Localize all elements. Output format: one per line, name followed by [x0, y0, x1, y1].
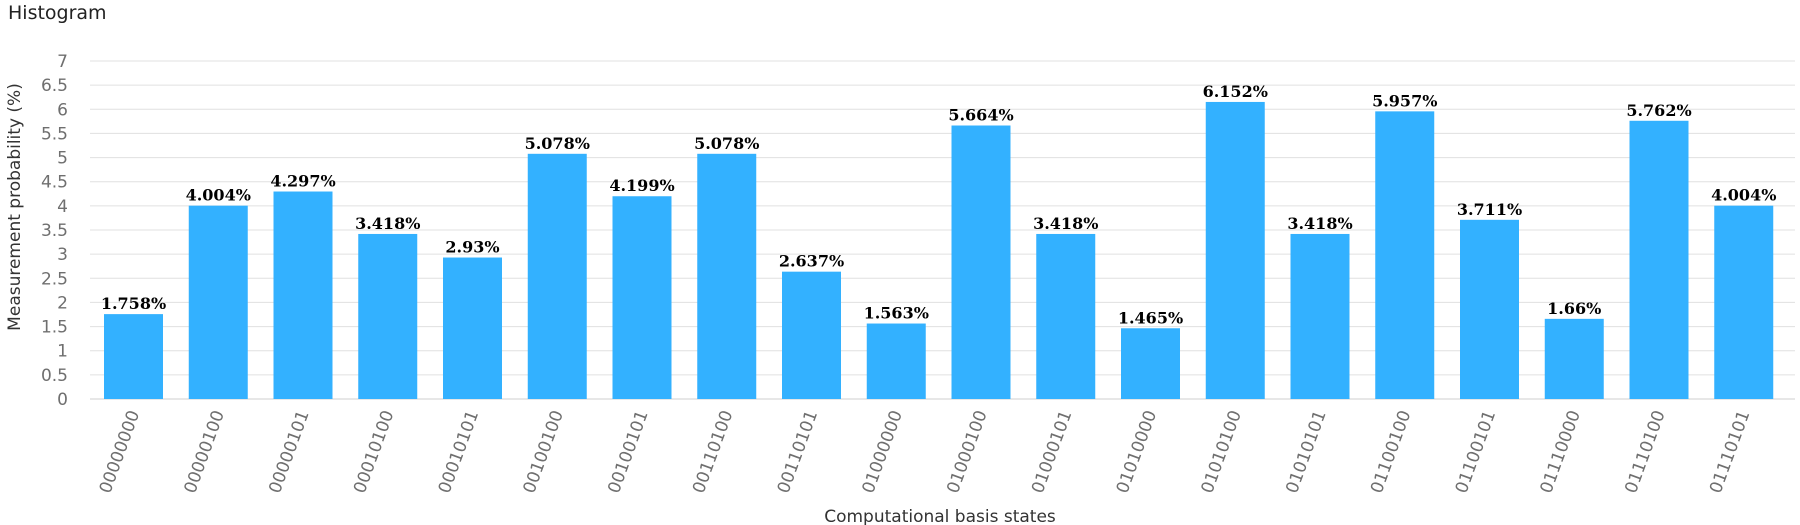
bar: [273, 191, 333, 399]
data-label: 5.957%: [1372, 91, 1437, 110]
bar: [1121, 328, 1180, 399]
x-tick-label: 00000000: [96, 408, 144, 496]
data-label: 3.418%: [1287, 214, 1352, 233]
x-axis-ticks: 00000000 00000100 00000101 00010100 00010101…: [96, 408, 1755, 496]
bar: [188, 205, 248, 399]
y-tick-label: 0.5: [41, 366, 68, 386]
y-tick-label: 2.5: [41, 269, 68, 289]
x-tick-label: 01100101: [1452, 408, 1500, 496]
data-label: 6.152%: [1203, 82, 1268, 101]
gridlines: [90, 60, 1795, 400]
bar: [782, 271, 841, 399]
data-label: 3.711%: [1457, 200, 1522, 219]
bar: [1290, 233, 1350, 399]
y-axis-ticks: 0 0.5 1 1.5 2 2.5 3 3.5 4 4.5 5 5.5 6 6.5 7: [41, 52, 68, 410]
bar: [443, 257, 502, 399]
x-tick-label: 01110100: [1621, 408, 1669, 496]
x-tick-label: 00110101: [774, 408, 822, 496]
data-label: 3.418%: [1033, 214, 1098, 233]
bar: [1544, 318, 1604, 399]
y-axis-label: Measurement probability (%): [5, 83, 25, 331]
bar: [1036, 233, 1096, 399]
bar: [1205, 101, 1265, 399]
data-label: 5.664%: [948, 106, 1013, 125]
data-label: 1.66%: [1547, 299, 1601, 318]
x-tick-label: 00000101: [265, 408, 313, 496]
data-label: 5.762%: [1626, 101, 1691, 120]
y-tick-label: 5.5: [41, 124, 68, 144]
bar: [1375, 111, 1435, 399]
data-label: 5.078%: [525, 134, 590, 153]
y-tick-label: 1.5: [41, 318, 68, 338]
data-label: 2.637%: [779, 252, 844, 271]
x-tick-label: 01010100: [1198, 408, 1246, 496]
data-labels: 1.758% 4.004% 4.297% 3.418% 2.93% 5.078% 4.199…: [101, 82, 1777, 327]
y-tick-label: 3: [57, 245, 68, 265]
x-tick-label: 00100101: [604, 408, 652, 496]
x-tick-label: 01110000: [1537, 408, 1585, 496]
x-tick-label: 01110101: [1706, 408, 1754, 496]
bar: [1629, 120, 1689, 400]
bar: [697, 153, 757, 399]
bar: [104, 314, 163, 399]
y-tick-label: 6: [57, 100, 68, 120]
x-tick-label: 00100100: [520, 408, 568, 496]
bar: [527, 153, 587, 399]
y-tick-label: 3.5: [41, 221, 68, 241]
data-label: 4.297%: [270, 172, 335, 191]
data-label: 4.199%: [609, 176, 674, 195]
x-tick-label: 01010101: [1282, 408, 1330, 496]
y-tick-label: 0: [57, 390, 68, 410]
x-tick-label: 01000100: [943, 408, 991, 496]
x-tick-label: 00000100: [181, 408, 229, 496]
bar: [358, 233, 418, 399]
data-label: 1.465%: [1118, 308, 1183, 327]
data-label: 5.078%: [694, 134, 759, 153]
data-label: 3.418%: [355, 214, 420, 233]
bar: [612, 196, 672, 399]
y-tick-label: 4: [57, 197, 68, 217]
bar: [951, 125, 1011, 400]
x-tick-label: 00010100: [350, 408, 398, 496]
x-axis-label: Computational basis states: [824, 507, 1056, 525]
data-label: 4.004%: [186, 186, 251, 205]
x-tick-label: 01100100: [1367, 408, 1415, 496]
y-tick-label: 4.5: [41, 173, 68, 193]
x-tick-label: 01010000: [1113, 408, 1161, 496]
data-label: 4.004%: [1711, 186, 1776, 205]
y-tick-label: 6.5: [41, 76, 68, 96]
bar: [1460, 219, 1519, 399]
data-label: 2.93%: [445, 238, 499, 257]
data-label: 1.563%: [864, 304, 929, 323]
data-label: 1.758%: [101, 294, 166, 313]
x-tick-label: 00010101: [435, 408, 483, 496]
y-tick-label: 7: [57, 52, 68, 72]
y-tick-label: 2: [57, 293, 68, 313]
y-tick-label: 1: [57, 342, 68, 362]
x-tick-label: 00110100: [689, 408, 737, 496]
chart-title: Histogram: [8, 2, 107, 24]
x-tick-label: 01000000: [859, 408, 907, 496]
x-tick-label: 01000101: [1028, 408, 1076, 496]
bars: [104, 101, 1774, 400]
bar: [1714, 205, 1774, 399]
bar: [866, 323, 926, 399]
y-tick-label: 5: [57, 149, 68, 169]
